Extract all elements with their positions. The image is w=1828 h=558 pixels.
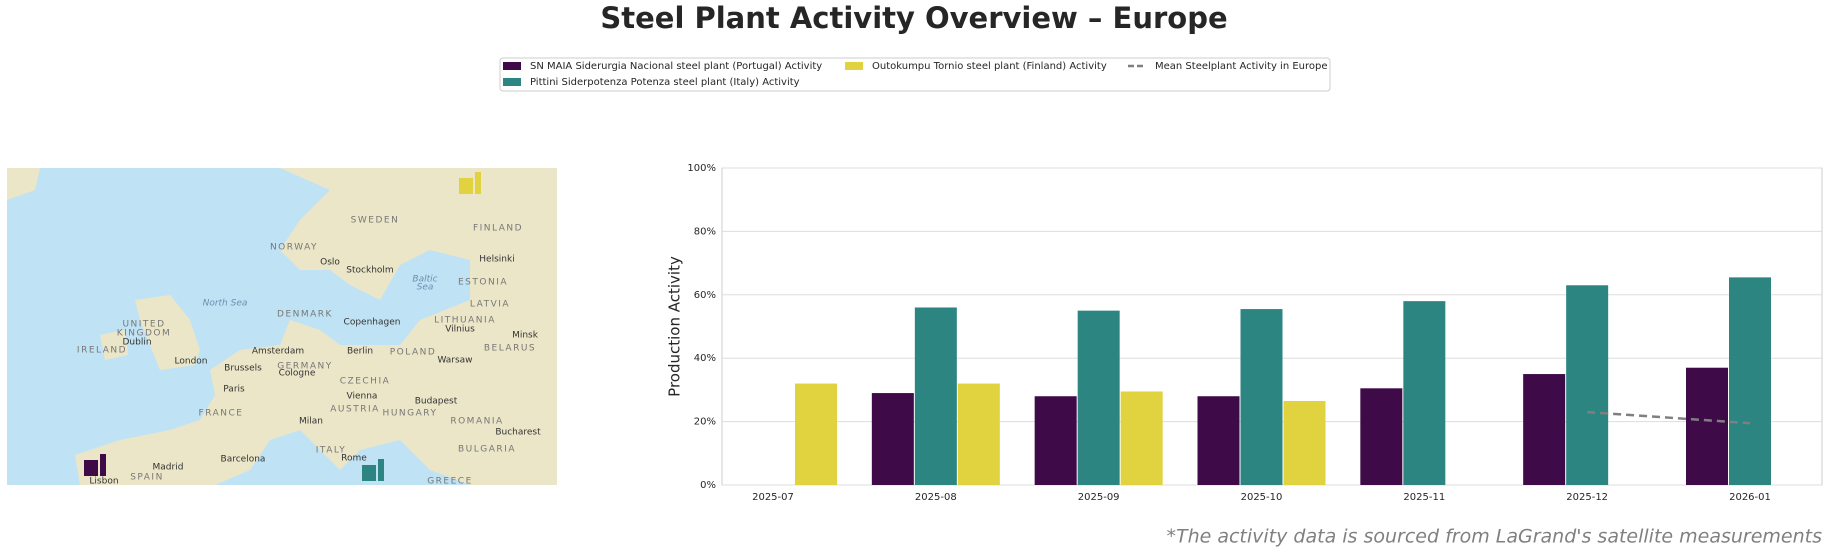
y-tick-label: 80% (694, 226, 716, 237)
map-label: Lisbon (89, 477, 118, 487)
legend-swatch (845, 62, 863, 70)
page-title: Steel Plant Activity Overview – Europe (600, 1, 1227, 35)
map-label: ITALY (316, 446, 346, 456)
map-label: SWEDEN (351, 216, 400, 226)
bar (1566, 285, 1609, 485)
map-land (7, 168, 40, 200)
legend-swatch (503, 62, 521, 70)
y-tick-label: 60% (694, 290, 716, 301)
map-label: SPAIN (130, 473, 164, 483)
map-label: AUSTRIA (330, 405, 380, 415)
map-label: ROMANIA (450, 417, 503, 427)
map-label: CZECHIA (340, 377, 391, 387)
y-tick-label: 0% (700, 480, 716, 491)
map-land (135, 295, 200, 370)
y-tick-label: 100% (687, 163, 716, 174)
bar (795, 383, 837, 485)
map-label: Cologne (279, 369, 316, 379)
map-label: Sea (417, 283, 434, 293)
map-label: Madrid (153, 463, 184, 473)
factory-icon (84, 454, 106, 476)
bar (1283, 400, 1326, 485)
factory-icon (362, 459, 384, 481)
x-tick-label: 2025-10 (1241, 492, 1283, 503)
x-tick-label: 2026-01 (1729, 492, 1771, 503)
legend-label: SN MAIA Siderurgia Nacional steel plant … (530, 61, 822, 72)
map-label: IRELAND (77, 346, 127, 356)
map-label: Milan (299, 417, 323, 427)
map-label: NORWAY (270, 243, 318, 253)
y-axis-label: Production Activity (666, 256, 684, 397)
y-tick-label: 20% (694, 417, 716, 428)
map-label: Copenhagen (344, 318, 401, 328)
map-label: Barcelona (221, 455, 266, 465)
map-label: Warsaw (437, 356, 472, 366)
x-tick-label: 2025-09 (1078, 492, 1120, 503)
bar (957, 383, 1000, 485)
map-label: Dublin (122, 338, 151, 348)
map-label: BULGARIA (458, 445, 516, 455)
bar (1523, 374, 1566, 485)
map-label: Stockholm (346, 266, 393, 276)
legend-label: Outokumpu Tornio steel plant (Finland) A… (872, 61, 1107, 72)
map-label: HUNGARY (383, 409, 438, 419)
map-land (100, 330, 128, 360)
legend-box (499, 57, 1331, 92)
bar (1360, 388, 1403, 485)
map-label: Oslo (320, 258, 340, 268)
map-label: Helsinki (479, 255, 514, 265)
map-label: Rome (341, 454, 367, 464)
map-label: LATVIA (470, 300, 510, 310)
map-label: Bucharest (495, 428, 541, 438)
map-label: Paris (223, 385, 245, 395)
bar (1197, 396, 1240, 485)
map-label: Berlin (347, 347, 373, 357)
map-label: Baltic (412, 275, 437, 285)
map-land (75, 168, 557, 485)
x-tick-label: 2025-12 (1566, 492, 1608, 503)
map-label: FRANCE (199, 409, 244, 419)
map-label: Vienna (347, 392, 378, 402)
map-label: ESTONIA (458, 278, 508, 288)
map-label: GERMANY (277, 362, 333, 372)
bar (914, 307, 957, 485)
map-label: DENMARK (277, 310, 333, 320)
map-label: Budapest (415, 397, 458, 407)
legend-swatch (503, 78, 521, 86)
y-tick-label: 40% (694, 353, 716, 364)
mean-line (1587, 410, 1751, 425)
map-label: POLAND (390, 348, 437, 358)
map-label: GREECE (427, 477, 473, 487)
x-tick-label: 2025-08 (915, 492, 957, 503)
factory-icon (459, 172, 481, 194)
bar (1034, 396, 1077, 485)
map-label: Vilnius (445, 325, 475, 335)
map-label: Brussels (224, 364, 262, 374)
x-tick-label: 2025-07 (752, 492, 794, 503)
legend-label: Pittini Siderpotenza Potenza steel plant… (530, 77, 800, 88)
bar (1403, 301, 1446, 485)
map-label: KINGDOM (117, 329, 172, 339)
map-label: LITHUANIA (434, 316, 496, 326)
x-tick-label: 2025-11 (1403, 492, 1445, 503)
footnote: *The activity data is sourced from LaGra… (1166, 526, 1822, 548)
bar (1240, 309, 1283, 485)
map-label: BELARUS (484, 344, 536, 354)
bar (1120, 391, 1163, 485)
map-label: Minsk (512, 331, 539, 341)
map-label: London (175, 357, 208, 367)
bar (1729, 277, 1771, 485)
bar (1077, 310, 1120, 485)
map (7, 168, 557, 485)
map-label: UNITED (122, 320, 165, 330)
bar (1686, 367, 1728, 485)
legend-label: Mean Steelplant Activity in Europe (1155, 61, 1328, 72)
bar (871, 393, 914, 485)
map-label: North Sea (203, 299, 248, 309)
map-label: Amsterdam (252, 347, 304, 357)
map-label: FINLAND (473, 224, 523, 234)
